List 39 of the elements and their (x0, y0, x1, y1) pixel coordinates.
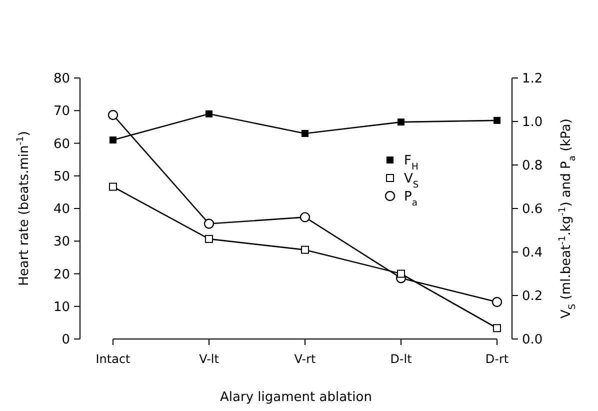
point (205, 234, 213, 243)
y-tick-label: 0 (62, 332, 70, 348)
y2-tick-label: 0.4 (522, 246, 543, 261)
y-tick-label: 80 (53, 72, 70, 87)
point (109, 182, 117, 191)
y-tick-label: 20 (53, 267, 70, 282)
y2-tick-label: 0.0 (522, 332, 543, 348)
point (492, 296, 502, 308)
y-tick-label: 70 (53, 104, 70, 120)
y-tick-label: 50 (53, 169, 70, 184)
point (494, 116, 500, 124)
point (398, 118, 404, 126)
x-tick-label: V-rt (294, 352, 316, 366)
x-tick-label: D-lt (390, 352, 412, 366)
y-tick-label: 40 (53, 202, 70, 218)
y-tick-label: 60 (53, 136, 70, 152)
point (204, 218, 214, 229)
y2-tick-label: 0.8 (522, 158, 543, 174)
legend-label: P$_{a}$ (404, 190, 418, 209)
legend-label: V$_{S}$ (404, 172, 419, 191)
y2-tick-label: 1.0 (522, 115, 543, 130)
y2-tick-label: 0.2 (522, 289, 543, 304)
point (493, 324, 501, 332)
point (397, 270, 405, 278)
y2-tick-label: 0.6 (522, 202, 543, 218)
point (301, 246, 309, 254)
point (302, 130, 308, 137)
x-axis-title: Alary ligament ablation (220, 390, 372, 405)
x-tick-label: Intact (96, 352, 131, 366)
point (110, 136, 116, 144)
y2-tick-label: 1.2 (522, 72, 543, 87)
point (300, 212, 310, 222)
y-tick-label: 10 (53, 300, 70, 315)
legend-label: F$_{H}$ (404, 154, 418, 173)
x-tick-label: D-rt (485, 352, 509, 366)
point (206, 110, 212, 118)
point (108, 110, 118, 120)
y-tick-label: 30 (53, 234, 70, 250)
x-tick-label: V-lt (199, 352, 220, 366)
